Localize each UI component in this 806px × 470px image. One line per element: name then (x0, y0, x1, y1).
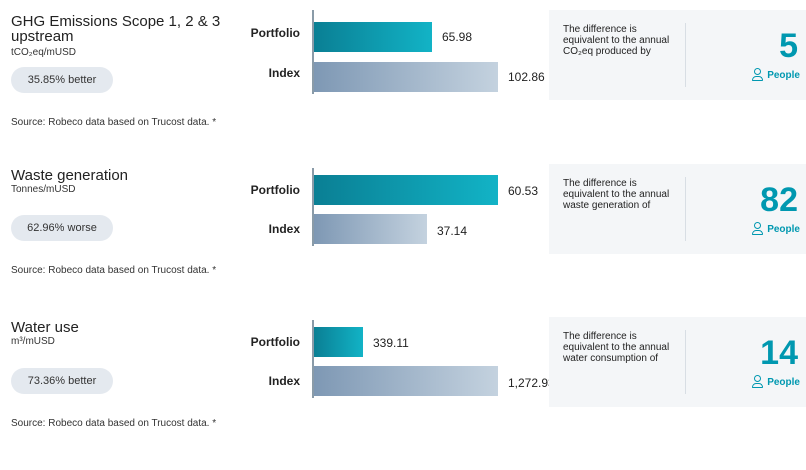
metric-section-water: Water use m³/mUSD 73.36% better Source: … (0, 317, 806, 470)
bar-portfolio (314, 327, 363, 357)
chart-axis (312, 10, 314, 94)
bar-label-portfolio: Portfolio (250, 335, 300, 349)
card-divider (685, 23, 686, 87)
equivalence-number: 5 (779, 27, 798, 65)
bar-label-index: Index (268, 374, 300, 388)
equivalence-card: The difference is equivalent to the annu… (549, 317, 806, 407)
metric-title: GHG Emissions Scope 1, 2 & 3 upstream (11, 13, 221, 45)
chart-axis (312, 320, 314, 398)
card-divider (685, 330, 686, 394)
comparison-badge: 73.36% better (11, 368, 113, 394)
equivalence-text: The difference is equivalent to the annu… (563, 178, 670, 211)
bar-value-portfolio: 60.53 (508, 184, 539, 198)
bar-label-index: Index (268, 222, 300, 236)
person-icon (751, 375, 764, 388)
bar-portfolio (314, 175, 498, 205)
metric-section-ghg: GHG Emissions Scope 1, 2 & 3 upstream tC… (0, 10, 806, 164)
bar-label-index: Index (268, 66, 300, 80)
bar-index (314, 366, 498, 396)
metric-title: Waste generation (11, 167, 129, 184)
bar-label-portfolio: Portfolio (250, 26, 300, 40)
metric-unit: tCO₂eq/mUSD (11, 47, 77, 58)
bar-portfolio (314, 22, 432, 52)
equivalence-number: 14 (760, 334, 798, 372)
bar-value-portfolio: 65.98 (442, 30, 473, 44)
bar-value-index: 102.86 (508, 70, 545, 84)
bar-value-index: 1,272.93 (508, 376, 555, 390)
metric-unit: m³/mUSD (11, 336, 55, 347)
people-text: People (767, 70, 800, 81)
bar-index (314, 62, 498, 92)
person-icon (751, 68, 764, 81)
source-note: Source: Robeco data based on Trucost dat… (11, 117, 217, 128)
people-text: People (767, 377, 800, 388)
equivalence-card: The difference is equivalent to the annu… (549, 164, 806, 254)
equivalence-text: The difference is equivalent to the annu… (563, 24, 670, 57)
bar-value-portfolio: 339.11 (373, 336, 409, 350)
bar-index (314, 214, 427, 244)
card-divider (685, 177, 686, 241)
bar-value-index: 37.14 (437, 224, 468, 238)
source-note: Source: Robeco data based on Trucost dat… (11, 265, 217, 276)
equivalence-text: The difference is equivalent to the annu… (563, 331, 670, 364)
person-icon (751, 222, 764, 235)
people-label: People (751, 68, 800, 81)
chart-axis (312, 168, 314, 246)
people-label: People (751, 222, 800, 235)
comparison-badge: 35.85% better (11, 67, 113, 93)
metric-section-waste: Waste generation Tonnes/mUSD 62.96% wors… (0, 164, 806, 318)
equivalence-number: 82 (760, 181, 798, 219)
source-note: Source: Robeco data based on Trucost dat… (11, 418, 217, 429)
bar-label-portfolio: Portfolio (250, 183, 300, 197)
people-text: People (767, 224, 800, 235)
people-label: People (751, 375, 800, 388)
metric-unit: Tonnes/mUSD (11, 184, 76, 195)
metric-title: Water use (11, 319, 79, 336)
comparison-badge: 62.96% worse (11, 215, 113, 241)
equivalence-card: The difference is equivalent to the annu… (549, 10, 806, 100)
